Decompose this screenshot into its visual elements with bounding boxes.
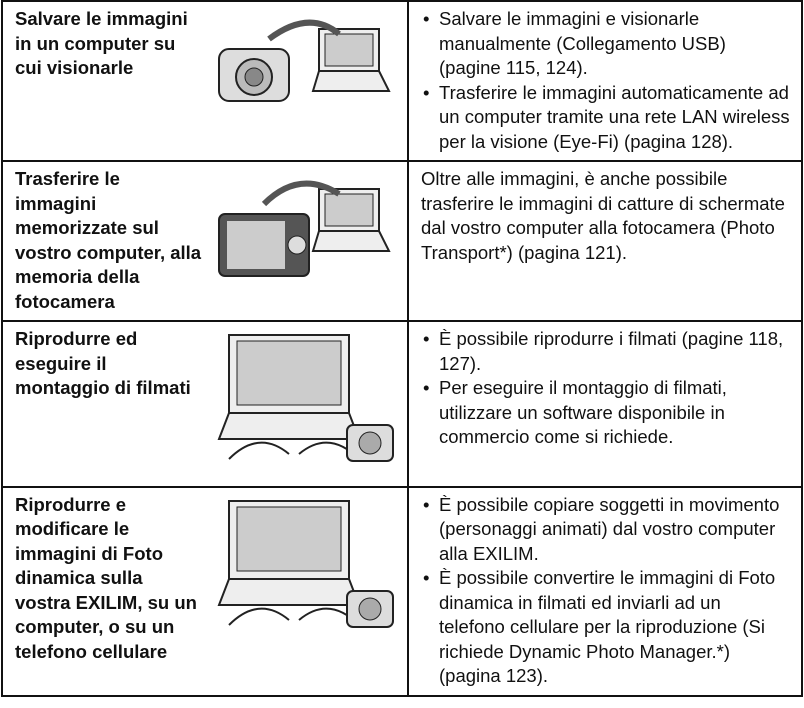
description-cell: Salvare le immagini e visionarle manualm… — [407, 0, 803, 162]
row-title: Riprodurre e modificare le immagini di F… — [15, 493, 197, 662]
bullet-item: Trasferire le immagini automaticamente a… — [421, 81, 791, 155]
illustration — [209, 169, 401, 296]
table-row: Trasferire le immagini memorizzate sul v… — [1, 160, 803, 322]
bullet-item: Salvare le immagini e visionarle manualm… — [421, 7, 791, 81]
description-cell: È possibile copiare soggetti in moviment… — [407, 485, 803, 697]
table-row: Salvare le immagini in un computer su cu… — [1, 0, 803, 162]
description: Oltre alle immagini, è anche possibile t… — [421, 168, 785, 263]
bullet-list: È possibile riprodurre i filmati (pagine… — [421, 327, 791, 450]
title-cell: Riprodurre e modificare le immagini di F… — [1, 485, 409, 697]
title-cell: Riprodurre ed eseguire il montaggio di f… — [1, 320, 409, 488]
bullet-item: È possibile riprodurre i filmati (pagine… — [421, 327, 791, 376]
row-title: Salvare le immagini in un computer su cu… — [15, 8, 188, 78]
title-cell: Trasferire le immagini memorizzate sul v… — [1, 160, 409, 322]
bullet-item: Per eseguire il montaggio di filmati, ut… — [421, 376, 791, 450]
title-cell: Salvare le immagini in un computer su cu… — [1, 0, 409, 162]
bullet-list: Salvare le immagini e visionarle manualm… — [421, 7, 791, 154]
illustration — [209, 329, 401, 476]
table-row: Riprodurre ed eseguire il montaggio di f… — [1, 320, 803, 488]
illustration — [209, 495, 401, 642]
bullet-list: È possibile copiare soggetti in moviment… — [421, 493, 791, 689]
description-cell: È possibile riprodurre i filmati (pagine… — [407, 320, 803, 488]
description-cell: Oltre alle immagini, è anche possibile t… — [407, 160, 803, 322]
bullet-item: È possibile copiare soggetti in moviment… — [421, 493, 791, 567]
illustration — [209, 9, 401, 136]
row-title: Riprodurre ed eseguire il montaggio di f… — [15, 328, 191, 398]
bullet-item: È possibile convertire le immagini di Fo… — [421, 566, 791, 689]
table-row: Riprodurre e modificare le immagini di F… — [1, 485, 803, 697]
row-title: Trasferire le immagini memorizzate sul v… — [15, 168, 202, 312]
